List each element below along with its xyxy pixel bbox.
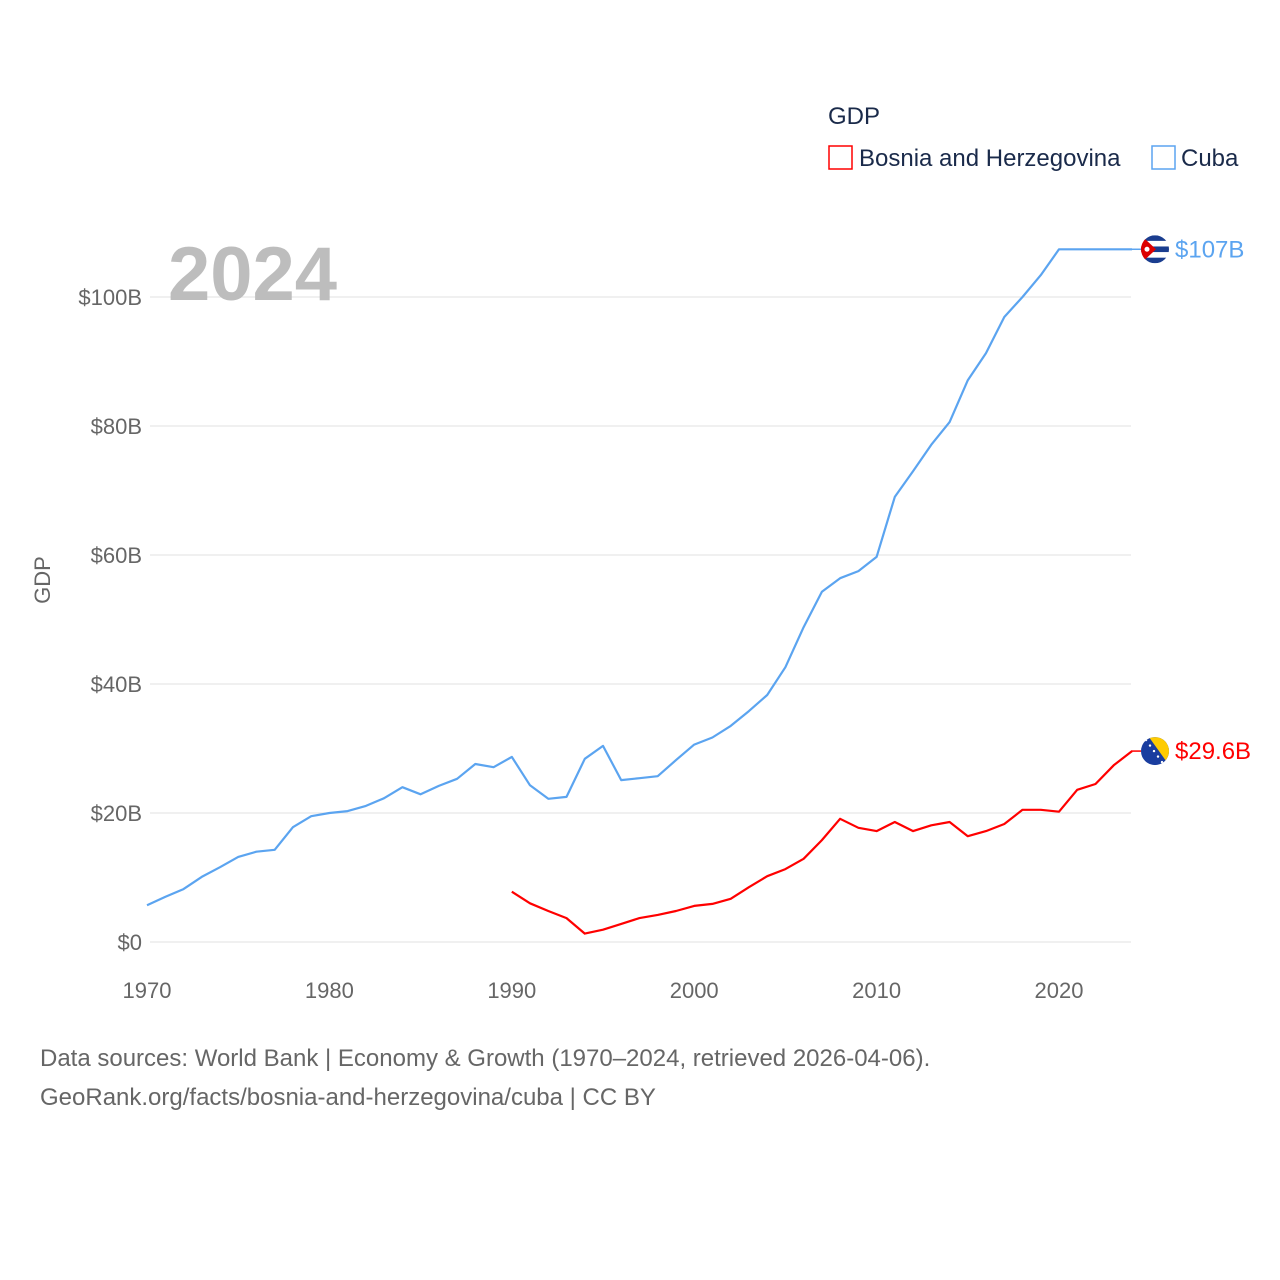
legend-title: GDP xyxy=(828,103,880,130)
x-tick-label: 1970 xyxy=(123,978,172,1003)
series-line-bosnia xyxy=(511,750,1133,935)
y-tick-label: $100B xyxy=(78,285,142,310)
x-tick-label: 1980 xyxy=(305,978,354,1003)
end-value-label: $29.6B xyxy=(1175,738,1251,765)
x-tick-label: 2020 xyxy=(1035,978,1084,1003)
y-tick-label: $0 xyxy=(118,930,142,955)
end-value-label: $107B xyxy=(1175,236,1244,263)
cuba-flag-icon xyxy=(1141,235,1169,264)
year-watermark: 2024 xyxy=(168,232,337,317)
y-axis-label: GDP xyxy=(30,556,55,604)
footer-link[interactable]: GeoRank.org/facts/bosnia-and-herzegovina… xyxy=(40,1084,656,1111)
y-tick-label: $80B xyxy=(91,414,142,439)
legend-item-cuba[interactable]: Cuba xyxy=(1151,145,1239,172)
x-tick-label: 1990 xyxy=(487,978,536,1003)
legend-item-bosnia[interactable]: Bosnia and Herzegovina xyxy=(828,145,1121,172)
footer-source: Data sources: World Bank | Economy & Gro… xyxy=(40,1045,931,1072)
legend-label-bosnia: Bosnia and Herzegovina xyxy=(859,145,1121,172)
legend-swatch-bosnia xyxy=(828,145,853,170)
series-line-cuba xyxy=(146,248,1132,907)
bosnia-flag-icon xyxy=(1141,737,1169,766)
x-tick-label: 2000 xyxy=(670,978,719,1003)
y-tick-label: $40B xyxy=(91,672,142,697)
x-tick-label: 2010 xyxy=(852,978,901,1003)
legend-label-cuba: Cuba xyxy=(1181,145,1239,172)
y-tick-label: $60B xyxy=(91,543,142,568)
y-tick-label: $20B xyxy=(91,801,142,826)
legend-swatch-cuba xyxy=(1151,145,1176,170)
